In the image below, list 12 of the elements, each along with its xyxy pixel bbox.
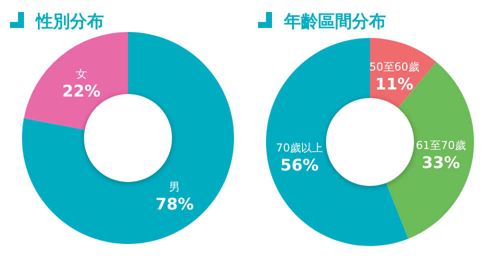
data-label: 33% <box>422 153 460 172</box>
slice-label: 男 <box>169 180 180 194</box>
slice-label: 50至60歲 <box>369 60 420 74</box>
data-label: 22% <box>62 82 101 101</box>
slice-label: 70歲以上 <box>276 141 324 154</box>
slice-label: 女 <box>76 68 87 81</box>
slice-label: 61至70歲 <box>416 139 466 152</box>
chart-title: 性別分布 <box>35 12 104 32</box>
data-label: 56% <box>280 155 319 174</box>
chart-title: 年齡區間分布 <box>283 12 386 32</box>
data-label: 11% <box>375 74 414 94</box>
data-label: 78% <box>155 194 194 214</box>
